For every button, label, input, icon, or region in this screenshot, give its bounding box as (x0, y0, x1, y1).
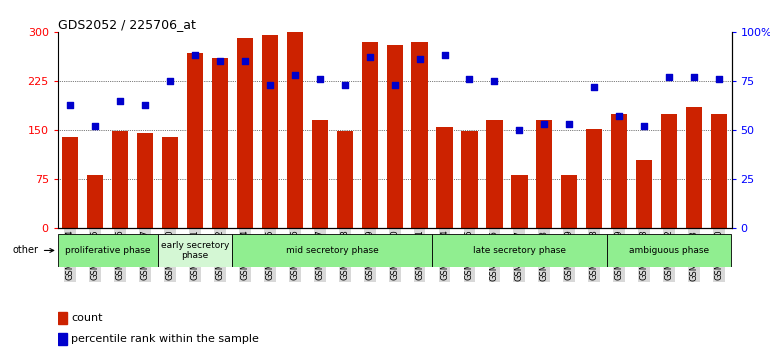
Text: mid secretory phase: mid secretory phase (286, 246, 379, 255)
Bar (487, 120, 503, 228)
Bar (661, 114, 678, 228)
Bar (686, 107, 702, 228)
Bar (432, 234, 607, 267)
Point (514, 127, 526, 133)
Bar (437, 127, 453, 228)
Point (263, 82, 276, 88)
Text: early secretory
phase: early secretory phase (161, 241, 229, 260)
Bar (711, 114, 727, 228)
Point (438, 53, 450, 58)
Point (538, 121, 551, 127)
Text: ambiguous phase: ambiguous phase (629, 246, 709, 255)
Bar (162, 137, 178, 228)
Point (688, 74, 700, 80)
Bar (586, 129, 602, 228)
Point (164, 78, 176, 84)
Point (613, 114, 625, 119)
Point (464, 76, 476, 82)
Bar (286, 32, 303, 228)
Bar (187, 53, 203, 228)
Point (563, 121, 575, 127)
Text: GDS2052 / 225706_at: GDS2052 / 225706_at (58, 18, 196, 31)
Bar (112, 131, 129, 228)
Bar (336, 131, 353, 228)
Bar (58, 333, 66, 346)
Point (363, 55, 376, 60)
Point (488, 78, 500, 84)
Bar (611, 114, 628, 228)
Point (388, 82, 400, 88)
Point (663, 74, 675, 80)
Bar (58, 312, 66, 324)
Bar (387, 45, 403, 228)
Point (114, 98, 126, 103)
Text: late secretory phase: late secretory phase (473, 246, 566, 255)
Bar (607, 234, 731, 267)
Bar (237, 38, 253, 228)
Point (339, 82, 351, 88)
Point (139, 102, 151, 107)
Text: other: other (13, 245, 54, 256)
Point (239, 58, 251, 64)
Bar (87, 175, 103, 228)
Bar (212, 58, 228, 228)
Text: proliferative phase: proliferative phase (65, 246, 150, 255)
Text: percentile rank within the sample: percentile rank within the sample (71, 335, 259, 344)
Bar (233, 234, 432, 267)
Bar (62, 137, 79, 228)
Point (313, 76, 326, 82)
Point (638, 123, 651, 129)
Point (713, 76, 725, 82)
Bar (511, 175, 527, 228)
Bar (561, 175, 578, 228)
Point (89, 123, 102, 129)
Bar (262, 35, 278, 228)
Point (189, 53, 201, 58)
Bar (536, 120, 552, 228)
Point (64, 102, 76, 107)
Bar (158, 234, 233, 267)
Bar (461, 131, 477, 228)
Bar (636, 160, 652, 228)
Bar (362, 42, 378, 228)
Point (588, 84, 601, 90)
Bar (312, 120, 328, 228)
Point (214, 58, 226, 64)
Bar (137, 133, 153, 228)
Point (289, 72, 301, 78)
Text: count: count (71, 313, 102, 323)
Bar (58, 234, 158, 267)
Point (413, 57, 426, 62)
Bar (411, 42, 427, 228)
